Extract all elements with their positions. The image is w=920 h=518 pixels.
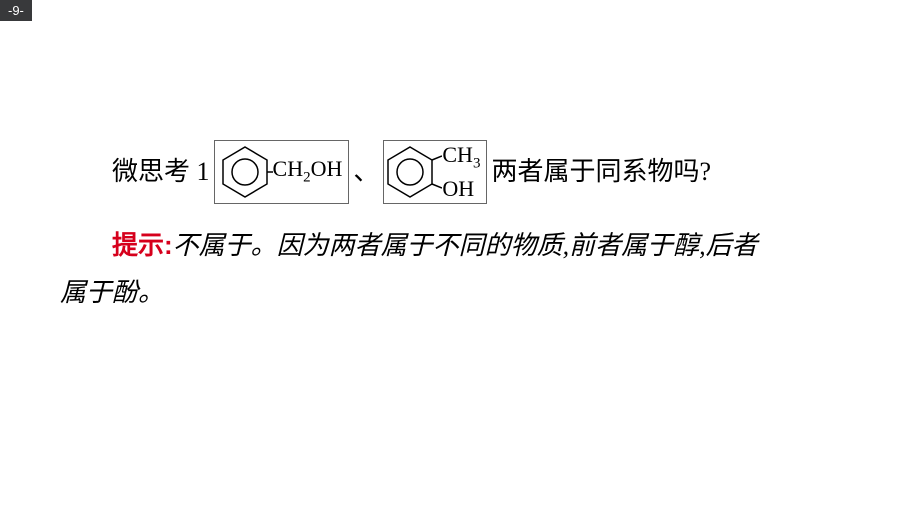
- benzene-ring-icon: [217, 143, 273, 201]
- chem1-sub: 2: [303, 170, 311, 186]
- chem2-top-part1: CH: [442, 142, 473, 167]
- question-prefix: 微思考 1: [112, 156, 210, 187]
- chem2-top-sub: 3: [473, 156, 481, 172]
- page-number: -9-: [0, 0, 32, 21]
- chem2-bottom: OH: [442, 178, 480, 200]
- hint-label: 提示:: [112, 230, 173, 260]
- chem2-formula: CH3 OH: [442, 144, 480, 199]
- chem1-part2: OH: [311, 156, 343, 181]
- answer-text-1: 不属于。因为两者属于不同的物质,前者属于醇,后者: [173, 231, 758, 260]
- question-line: 微思考 1 CH2OH 、 CH3 OH: [60, 140, 860, 204]
- benzene-ring-2-icon: [386, 143, 442, 201]
- answer-block: 提示:不属于。因为两者属于不同的物质,前者属于醇,后者 属于酚。: [60, 222, 860, 317]
- content-area: 微思考 1 CH2OH 、 CH3 OH: [0, 0, 920, 317]
- separator: 、: [353, 156, 379, 187]
- chem1-formula: CH2OH: [273, 158, 343, 185]
- chem1-part1: CH: [273, 156, 304, 181]
- question-suffix: 两者属于同系物吗?: [491, 156, 711, 187]
- chemical-structure-2: CH3 OH: [383, 140, 487, 204]
- chem2-top: CH3: [442, 144, 480, 171]
- chemical-structure-1: CH2OH: [214, 140, 350, 204]
- answer-text-2: 属于酚。: [60, 278, 164, 307]
